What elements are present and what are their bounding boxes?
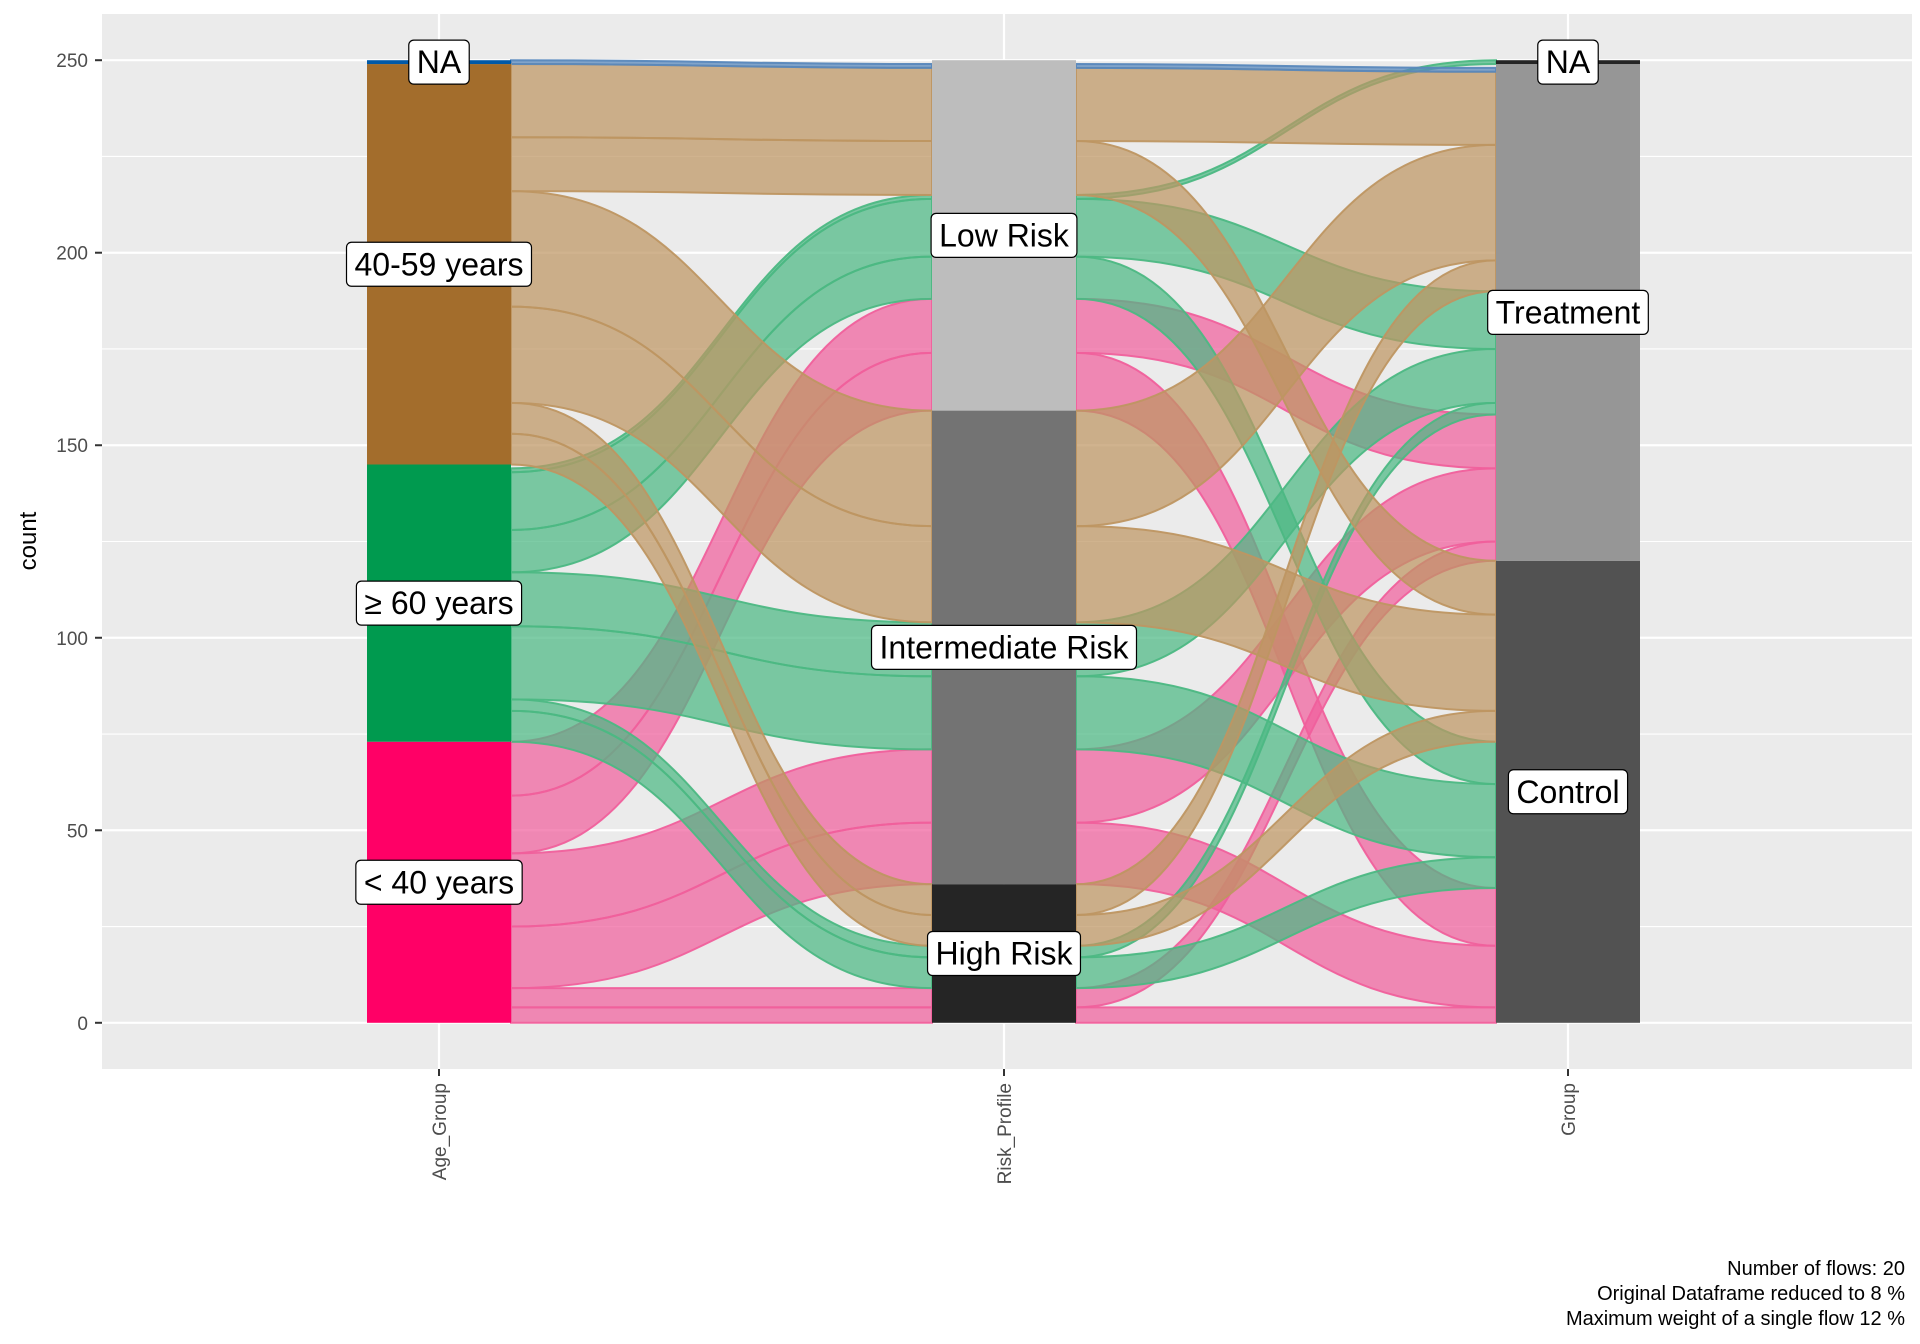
- stratum-label-box: [345, 241, 533, 287]
- caption-line: Number of flows: 20: [1727, 1258, 1905, 1280]
- stratum-label-box: [930, 212, 1078, 258]
- stratum-label-text: NA: [1546, 44, 1591, 80]
- stratum-label-box: [1507, 769, 1629, 815]
- flow-ribbon: [1075, 1006, 1497, 1024]
- y-axis: 0 50 100 150 200 250: [56, 51, 102, 1035]
- x-tick-label: Risk_Profile: [995, 1083, 1016, 1184]
- y-tick-label: 150: [56, 436, 88, 457]
- stratum-labels: < 40 years ≥ 60 years 40-59 years NA High Ri…: [345, 39, 1649, 977]
- y-tick-label: 250: [56, 51, 88, 72]
- stratum-label-box: [1537, 39, 1599, 85]
- x-tick-label: Group: [1559, 1083, 1580, 1136]
- stratum-label-box: [355, 859, 523, 905]
- stratum-label-box: [408, 39, 470, 85]
- caption: Number of flows: 20 Original Dataframe re…: [1566, 1258, 1905, 1330]
- y-tick-label: 100: [56, 629, 88, 650]
- stratum-label-box: [355, 580, 523, 626]
- stratum-label-text: Control: [1516, 774, 1619, 810]
- x-tick-label: Age_Group: [430, 1083, 451, 1180]
- y-tick-label: 0: [77, 1014, 88, 1035]
- y-tick-label: 200: [56, 244, 88, 265]
- y-tick-label: 50: [67, 821, 88, 842]
- caption-line: Maximum weight of a single flow 12 %: [1566, 1308, 1905, 1330]
- stratum-label-text: Treatment: [1496, 294, 1641, 330]
- caption-line: Original Dataframe reduced to 8 %: [1597, 1283, 1905, 1305]
- stratum-label-text: 40-59 years: [355, 246, 524, 282]
- stratum-label-text: High Risk: [936, 935, 1074, 971]
- stratum-label-text: ≥ 60 years: [364, 585, 513, 621]
- stratum-label-text: Intermediate Risk: [880, 629, 1130, 665]
- flow-ribbon: [1075, 66, 1497, 146]
- y-axis-title: count: [15, 511, 42, 570]
- stratum-label-box: [1487, 289, 1649, 336]
- flow-ribbon: [510, 987, 933, 1009]
- flow-ribbon: [510, 1006, 933, 1024]
- flow-ribbon: [510, 63, 933, 143]
- stratum-label-text: NA: [417, 44, 462, 80]
- stratum-label-box: [870, 624, 1138, 670]
- stratum-label-text: Low Risk: [939, 217, 1070, 253]
- x-axis: Age_Group Risk_Profile Group: [430, 1069, 1580, 1184]
- stratum-label-text: < 40 years: [364, 864, 514, 900]
- flow-ribbon: [510, 136, 933, 196]
- flows: [510, 59, 1497, 1024]
- stratum-label-box: [926, 930, 1082, 977]
